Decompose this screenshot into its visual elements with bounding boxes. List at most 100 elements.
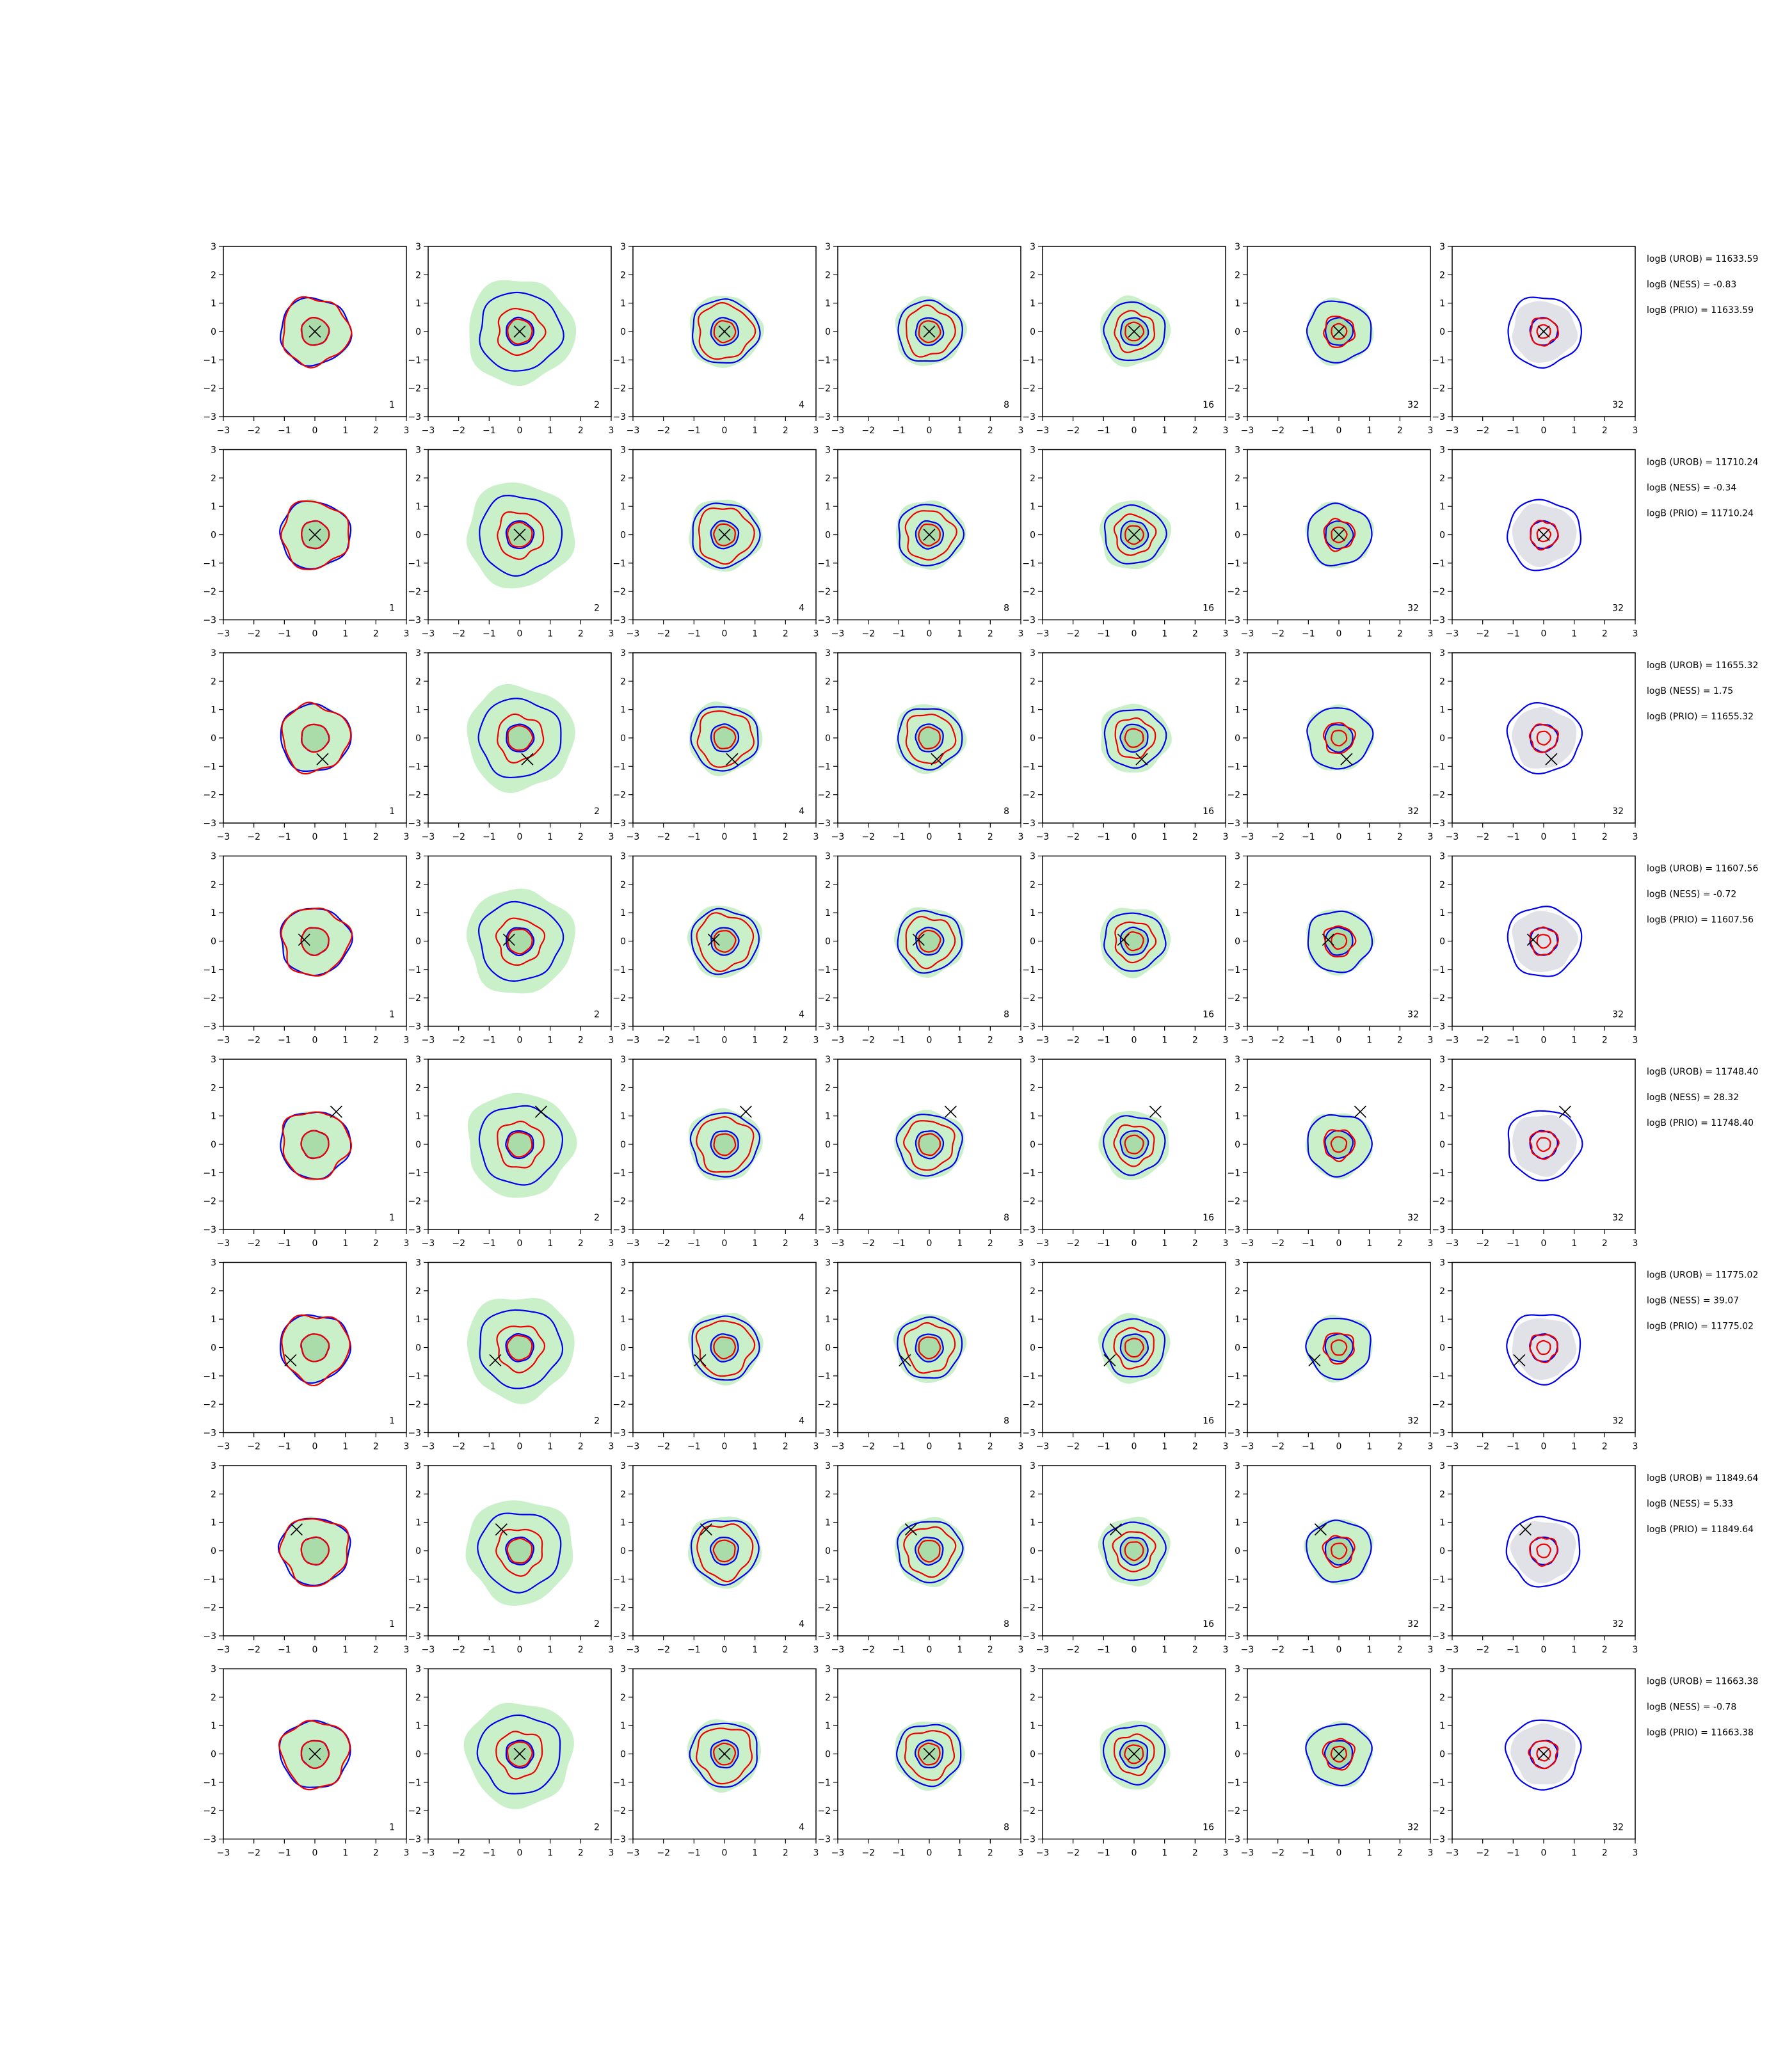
- x-tick-label: −1: [687, 629, 701, 639]
- red-contour-inner: [300, 1536, 330, 1565]
- panel-count-label: 1: [389, 1416, 395, 1427]
- y-tick-label: 0: [1439, 937, 1445, 947]
- y-tick-label: 0: [620, 1750, 626, 1760]
- y-tick-label: −3: [1432, 819, 1445, 829]
- y-tick-label: −2: [817, 790, 831, 801]
- x-tick-label: −3: [1241, 832, 1254, 842]
- x-tick-label: 0: [1336, 1848, 1342, 1859]
- y-tick-label: 2: [415, 1286, 421, 1297]
- x-tick-label: 3: [813, 1848, 819, 1859]
- y-tick-label: −1: [1227, 762, 1240, 772]
- y-tick-label: 3: [825, 242, 831, 252]
- x-tick-label: −3: [1241, 629, 1254, 639]
- y-tick-label: −1: [817, 1778, 831, 1788]
- x-tick-label: 3: [813, 832, 819, 842]
- blue-contour-outer: [280, 908, 353, 977]
- y-tick-label: 2: [211, 1083, 216, 1093]
- blue-contour-outer: [1102, 1521, 1167, 1581]
- panel-r4-c2: −3−3 −2 −2 −1 −1 0 0 1 1 2 2 3 3 2: [408, 852, 614, 1046]
- x-tick-label: −2: [1066, 832, 1080, 842]
- panel-count-label: 32: [1407, 1619, 1419, 1629]
- x-tick-label: 3: [1018, 1238, 1024, 1249]
- logb-stat-text: logB (NESS) = -0.72: [1647, 890, 1736, 900]
- panel-r3-c7: −3−3 −2 −2 −1 −1 0 0 1 1 2 2 3 3 32: [1432, 648, 1638, 842]
- x-tick-label: 2: [1602, 1848, 1608, 1859]
- red-contour-outer: [903, 1120, 956, 1171]
- y-tick-label: −2: [203, 1400, 216, 1410]
- x-tick-label: 0: [1336, 1036, 1342, 1046]
- x-tick-label: 0: [927, 1645, 932, 1655]
- x-tick-label: −3: [831, 1442, 845, 1452]
- x-tick-label: 1: [342, 426, 348, 436]
- red-contour-outer: [1529, 926, 1559, 956]
- x-tick-label: −3: [217, 832, 230, 842]
- density-core: [301, 1334, 329, 1362]
- x-tick-label: 3: [1018, 1442, 1024, 1452]
- density-core: [1325, 724, 1353, 752]
- red-contour-inner: [506, 1132, 533, 1158]
- y-tick-label: 1: [415, 299, 421, 309]
- panel-count-label: 1: [389, 1010, 395, 1020]
- true-value-marker: [534, 1105, 547, 1118]
- y-tick-label: 1: [211, 1518, 216, 1528]
- panel-r1-c2: −3−3 −2 −2 −1 −1 0 0 1 1 2 2 3 3 2: [408, 242, 614, 436]
- x-tick-label: 0: [517, 1238, 523, 1249]
- y-tick-label: 0: [1439, 1750, 1445, 1760]
- x-tick-label: 1: [1366, 832, 1372, 842]
- true-value-marker: [1526, 933, 1539, 946]
- x-tick-label: −1: [1097, 629, 1110, 639]
- panel-count-label: 4: [799, 1416, 804, 1427]
- panel-r7-c1: −3−3 −2 −2 −1 −1 0 0 1 1 2 2 3 3 1: [203, 1461, 409, 1655]
- panel-count-label: 8: [1004, 1213, 1009, 1223]
- y-tick-label: 2: [415, 1083, 421, 1093]
- y-tick-label: 3: [1439, 852, 1445, 862]
- y-tick-label: 0: [211, 1750, 216, 1760]
- true-value-marker: [1332, 1747, 1345, 1761]
- y-tick-label: 1: [825, 1721, 831, 1731]
- y-tick-label: −3: [612, 616, 626, 626]
- x-tick-label: −1: [1097, 426, 1110, 436]
- y-tick-label: 2: [1030, 1286, 1036, 1297]
- y-tick-label: 2: [211, 676, 216, 687]
- y-tick-label: −1: [1432, 355, 1445, 365]
- x-tick-label: −1: [483, 1238, 496, 1249]
- x-tick-label: −1: [278, 1848, 291, 1859]
- y-tick-label: 3: [211, 1665, 216, 1675]
- y-tick-label: −1: [612, 1168, 626, 1178]
- y-tick-label: 1: [825, 1112, 831, 1122]
- red-contour-outer: [1114, 717, 1156, 760]
- red-contour-inner: [918, 1133, 941, 1156]
- y-tick-label: 2: [1030, 880, 1036, 890]
- x-tick-label: 0: [1132, 1645, 1137, 1655]
- red-contour-outer: [1528, 1740, 1559, 1770]
- y-tick-label: −1: [1022, 1574, 1036, 1585]
- x-tick-label: −2: [452, 1238, 465, 1249]
- x-tick-label: 0: [1132, 1238, 1137, 1249]
- y-tick-label: −1: [1227, 1778, 1240, 1788]
- x-tick-label: 2: [1602, 1036, 1608, 1046]
- x-tick-label: −1: [1302, 1442, 1315, 1452]
- x-tick-label: 3: [609, 832, 614, 842]
- x-tick-label: −1: [483, 1036, 496, 1046]
- y-tick-label: 0: [1235, 1343, 1240, 1354]
- y-tick-label: 1: [1030, 1315, 1036, 1325]
- y-tick-label: 0: [825, 327, 831, 337]
- x-tick-label: 3: [609, 1848, 614, 1859]
- x-tick-label: −3: [627, 426, 640, 436]
- y-tick-label: 2: [1439, 1489, 1445, 1500]
- panel-count-label: 32: [1612, 1416, 1624, 1427]
- x-tick-label: 0: [312, 1238, 318, 1249]
- y-tick-label: −1: [1022, 355, 1036, 365]
- true-value-marker: [1354, 1105, 1366, 1118]
- red-contour-inner: [712, 1539, 736, 1563]
- x-tick-label: −1: [892, 1645, 906, 1655]
- x-tick-label: −2: [247, 1645, 260, 1655]
- x-tick-label: 3: [1223, 629, 1229, 639]
- x-tick-label: −1: [278, 1442, 291, 1452]
- x-tick-label: −3: [1446, 1645, 1459, 1655]
- blue-contour-outer: [1103, 708, 1167, 769]
- y-tick-label: 1: [1439, 1721, 1445, 1731]
- y-tick-label: −2: [1432, 1400, 1445, 1410]
- x-tick-label: −2: [861, 1645, 875, 1655]
- logb-stat-text: logB (PRIO) = 11663.38: [1647, 1728, 1754, 1738]
